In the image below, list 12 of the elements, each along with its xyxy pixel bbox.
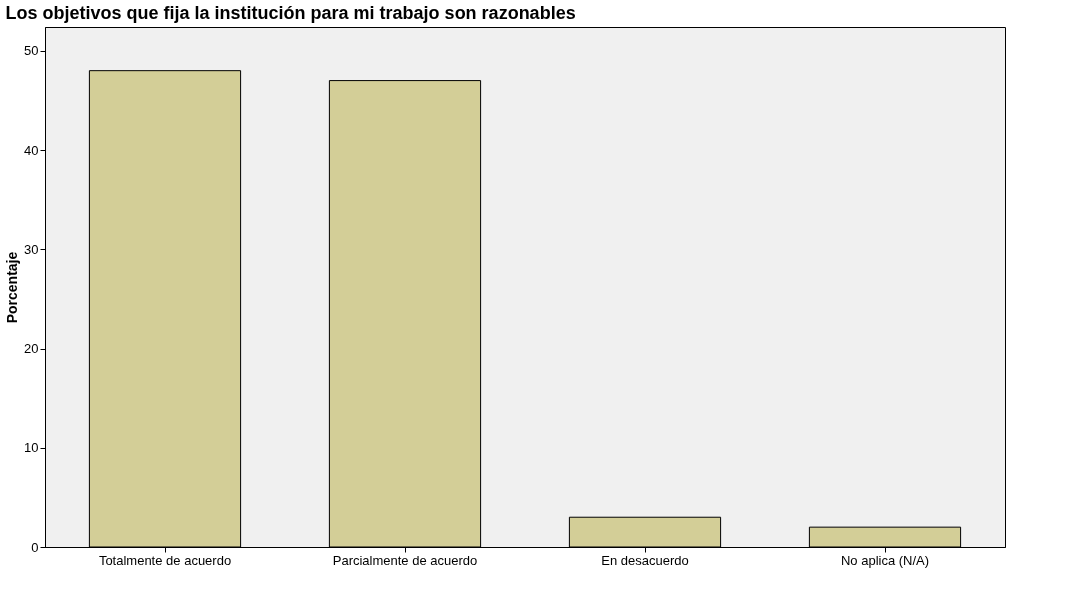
x-tick-label: Totalmente de acuerdo [98,552,232,568]
y-tick-label: 20 [24,341,39,357]
chart-title: Los objetivos que fija la institución para mi trabajo son razonables [5,3,576,23]
x-tick-label: En desacuerdo [601,552,689,568]
y-tick-label: 10 [24,440,39,456]
x-tick-label: Parcialmente de acuerdo [332,552,478,568]
y-tick-label: 40 [24,142,39,158]
x-tick-label: No aplica (N/A) [840,552,930,568]
y-axis-title: Porcentaje [4,251,21,324]
y-tick-label: 30 [24,241,39,257]
y-tick-label: 50 [24,43,39,59]
y-tick-label: 0 [31,539,39,555]
